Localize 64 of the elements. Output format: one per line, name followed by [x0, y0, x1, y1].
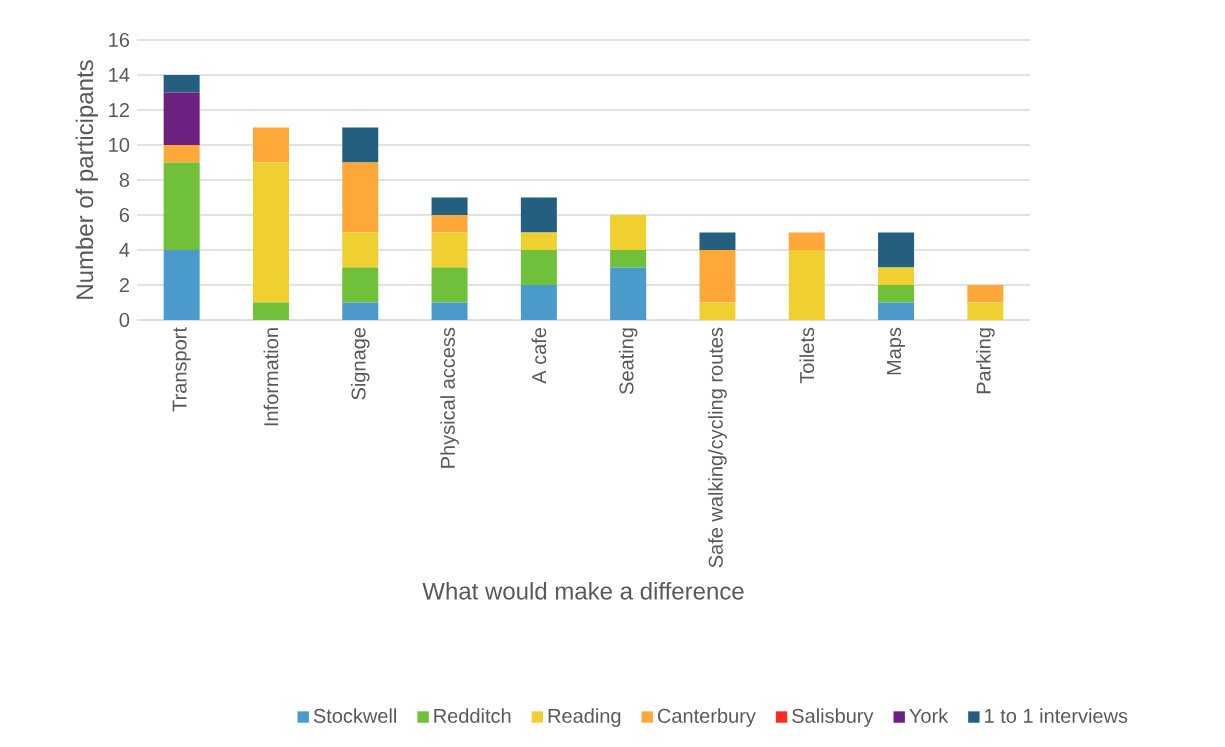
bar: [699, 249, 736, 303]
y-tick-label: 10: [109, 137, 130, 153]
bar: [788, 249, 825, 320]
bar: [252, 302, 289, 320]
bar: [967, 302, 1004, 320]
bar: [699, 232, 736, 250]
legend-label: Salisbury: [792, 708, 874, 727]
x-tick-label: Signage: [350, 327, 370, 400]
legend-label: Redditch: [434, 708, 511, 723]
bar: [878, 302, 915, 320]
bar: [431, 267, 468, 303]
legend-label: York: [909, 708, 949, 723]
bar: [163, 162, 200, 250]
x-tick-label: Seating: [618, 328, 638, 394]
x-tick-label: Physical access: [440, 327, 459, 468]
bar: [967, 284, 1004, 303]
bar: [610, 267, 647, 320]
bar: [520, 232, 557, 250]
bar: [431, 232, 468, 268]
bar: [342, 162, 379, 233]
bar: [252, 127, 289, 163]
bar: [788, 232, 825, 250]
x-tick-label: Information: [263, 328, 279, 426]
bar: [878, 284, 915, 303]
x-tick-label: Safe walking/cycling routes: [708, 327, 727, 568]
y-tick-label: 4: [119, 243, 130, 257]
bar: [163, 249, 200, 320]
legend-label: 1 to 1 interviews: [985, 708, 1128, 723]
bar: [431, 214, 468, 233]
bar: [163, 144, 200, 163]
bar: [520, 249, 557, 285]
bar: [520, 197, 557, 233]
bar: [431, 302, 468, 320]
y-tick-label: 16: [109, 32, 130, 48]
y-tick-label: 0: [119, 312, 130, 328]
bar: [520, 284, 557, 320]
bar: [342, 267, 379, 303]
x-tick-label: Maps: [887, 327, 906, 375]
x-tick-label: Transport: [172, 327, 191, 412]
bar: [342, 127, 379, 163]
bar: [431, 197, 468, 215]
y-axis-title: Number of participants: [75, 60, 98, 299]
bar: [163, 74, 200, 93]
bar: [342, 302, 379, 320]
y-tick-label: 14: [109, 68, 130, 82]
bar: [163, 92, 200, 145]
x-tick-label: Toilets: [799, 327, 815, 384]
bar: [699, 302, 736, 320]
bar: [342, 232, 379, 268]
x-axis-title: What would make a difference: [422, 582, 744, 600]
y-tick-label: 12: [109, 103, 129, 117]
bar: [252, 162, 289, 303]
bar: [610, 249, 647, 268]
legend-label: Reading: [548, 708, 621, 727]
y-tick-label: 8: [119, 172, 130, 188]
legend-label: Stockwell: [313, 708, 396, 723]
y-tick-label: 2: [119, 278, 129, 292]
legend-label: Canterbury: [657, 708, 756, 727]
x-tick-label: A cafe: [531, 327, 547, 384]
bar: [610, 214, 647, 250]
x-tick-label: Parking: [976, 328, 995, 394]
y-tick-label: 6: [119, 207, 130, 223]
bar: [878, 232, 915, 268]
bar: [878, 267, 915, 285]
